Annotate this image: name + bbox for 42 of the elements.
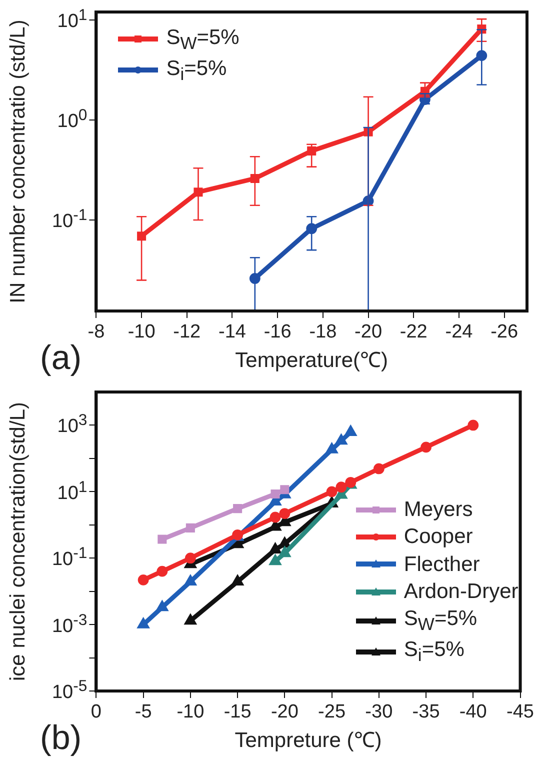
x-tick-label: -12 <box>173 322 201 343</box>
y-axis-title: IN number concentratio (std/L) <box>6 20 30 304</box>
text: (a) <box>40 339 82 378</box>
x-tick-label: -20 <box>270 702 298 723</box>
y-tick-label: 10$^{-5}$ <box>52 678 88 704</box>
y-tick-label: 10$^{1}$ <box>57 6 88 34</box>
legend-label: S$_{W}$=5% <box>166 25 240 55</box>
x-tick-label: -20 <box>354 322 382 343</box>
legend-label: S$_{i}$=5% <box>166 56 227 86</box>
x-axis-title: Temperature(℃) <box>235 349 388 372</box>
legend-label: Meyers <box>404 497 473 523</box>
x-tick-label: -18 <box>309 322 337 343</box>
legend-label: S$_{i}$=5% <box>404 637 464 668</box>
x-tick-label: -15 <box>224 702 252 723</box>
x-axis-title: Tempreture (℃) <box>234 729 382 752</box>
y-axis-title: ice nuclei concentration(std/L) <box>6 402 30 681</box>
y-tick-label: 10$^{1}$ <box>57 478 88 505</box>
y-tick-label: 10$^{-3}$ <box>52 611 88 638</box>
x-tick-label: -24 <box>445 322 474 343</box>
text: (b) <box>40 719 82 758</box>
y-tick-label: 10$^{0}$ <box>57 106 88 134</box>
legend-label: Flecther <box>404 552 480 578</box>
legend-label: Ardon-Dryer <box>404 578 518 605</box>
x-tick-label: -10 <box>128 322 156 343</box>
x-tick-label: -40 <box>459 702 487 723</box>
x-tick-label: -10 <box>176 702 204 723</box>
y-tick-label: 10$^{-1}$ <box>52 544 88 572</box>
x-tick-label: -26 <box>490 322 518 343</box>
legend-label: Cooper <box>404 524 473 550</box>
y-tick-label: 10$^{-1}$ <box>52 206 88 234</box>
x-tick-label: -5 <box>134 702 152 723</box>
x-tick-label: -16 <box>264 322 292 343</box>
x-tick-label: -35 <box>412 702 440 723</box>
x-tick-label: -22 <box>400 322 428 343</box>
legend-label: S$_{W}$=5% <box>404 606 478 636</box>
x-tick-label: -45 <box>506 702 534 723</box>
x-tick-label: -25 <box>318 702 346 723</box>
x-tick-label: 0 <box>90 702 102 723</box>
x-tick-label: -8 <box>88 322 105 343</box>
x-tick-label: -30 <box>365 702 393 723</box>
x-tick-label: -14 <box>218 322 246 343</box>
y-tick-label: 10$^{3}$ <box>57 412 88 438</box>
